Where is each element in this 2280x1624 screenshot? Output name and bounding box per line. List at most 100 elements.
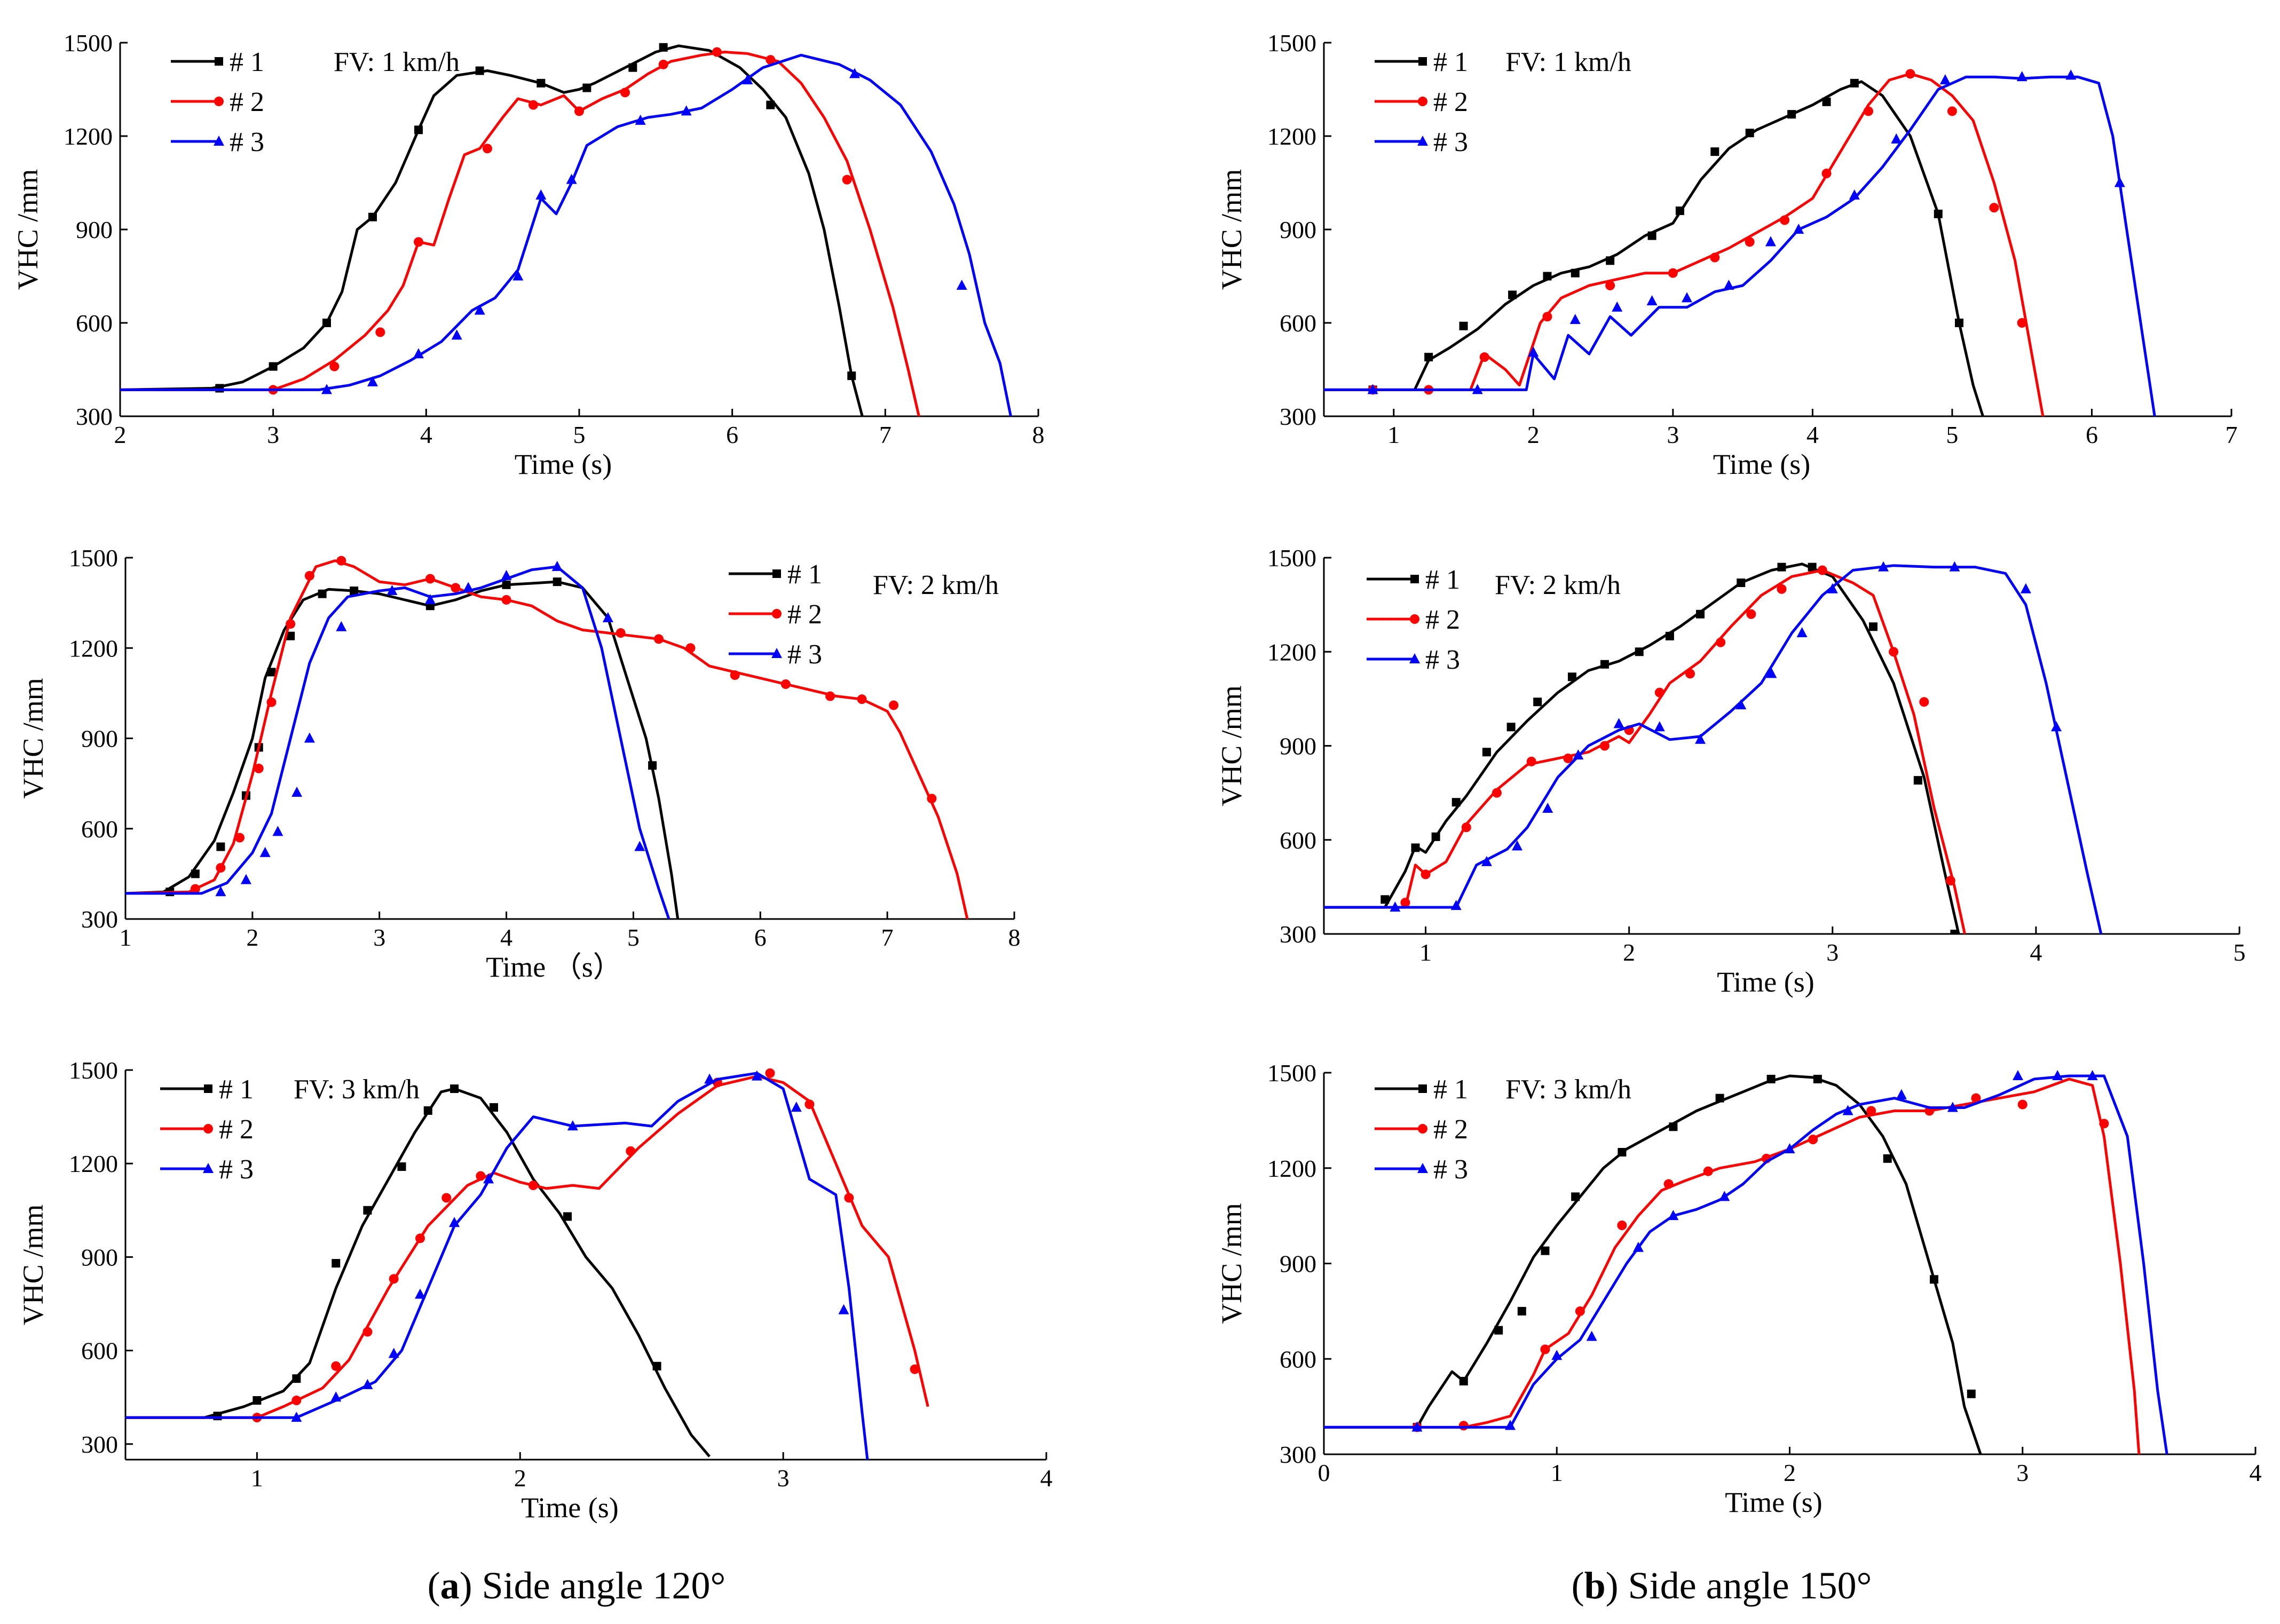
data-point <box>1766 668 1777 678</box>
data-point <box>551 560 563 571</box>
series-line <box>1324 563 1960 934</box>
data-point <box>825 691 835 701</box>
data-point <box>1808 563 1817 572</box>
data-point <box>292 1374 301 1383</box>
y-tick-label: 1500 <box>1267 544 1316 572</box>
data-point <box>235 833 245 843</box>
data-point <box>1632 1241 1644 1252</box>
x-tick-label: 2 <box>1784 1459 1796 1486</box>
data-point <box>501 595 511 605</box>
data-point <box>286 619 296 629</box>
data-point <box>1494 1326 1503 1335</box>
data-point <box>1675 207 1684 215</box>
data-point <box>1864 106 1873 116</box>
series-2 <box>1324 1078 2141 1454</box>
legend-label: # 2 <box>1433 1114 1468 1145</box>
y-tick-label: 600 <box>81 815 118 843</box>
x-tick-label: 4 <box>1806 421 1819 448</box>
speed-annotation: FV: 3 km/h <box>1505 1074 1631 1105</box>
y-tick-label: 900 <box>1280 733 1316 760</box>
data-point <box>567 1120 578 1131</box>
data-point <box>350 587 359 596</box>
data-point <box>730 670 740 680</box>
x-tick-label: 2 <box>1527 421 1540 448</box>
series-3 <box>1324 1070 2168 1454</box>
x-tick-label: 2 <box>246 924 258 951</box>
y-tick-label: 600 <box>81 1337 118 1365</box>
data-point <box>1541 1246 1550 1255</box>
series-3 <box>120 53 1012 416</box>
data-point <box>512 270 524 281</box>
legend-marker <box>203 1163 214 1173</box>
chart-a1: 2 3 4 5 6 7 8 300 600 900 1200 1500 Time (s) VHC /mm #… <box>12 29 1045 480</box>
x-tick-label: 4 <box>420 421 432 448</box>
x-tick-label: 3 <box>1667 421 1679 448</box>
data-point <box>1896 1089 1907 1099</box>
data-point <box>1543 272 1552 281</box>
data-point <box>842 175 852 185</box>
data-point <box>2065 69 2077 80</box>
data-point <box>1458 1421 1469 1431</box>
data-point <box>286 631 295 640</box>
data-point <box>386 585 398 596</box>
data-point <box>1479 352 1489 362</box>
y-tick-label: 1500 <box>69 544 118 572</box>
data-point <box>463 582 474 592</box>
data-point <box>582 83 591 92</box>
data-point <box>2087 1070 2098 1080</box>
data-point <box>388 1348 399 1358</box>
x-tick-label: 1 <box>1551 1459 1563 1486</box>
y-tick-label: 1200 <box>69 635 118 662</box>
x-tick-label: 5 <box>627 924 640 951</box>
x-tick-label: 3 <box>373 924 385 951</box>
data-point <box>389 1274 399 1284</box>
speed-annotation: FV: 3 km/h <box>294 1074 420 1105</box>
data-point <box>375 327 385 337</box>
data-point <box>1765 236 1776 247</box>
data-point <box>397 1162 406 1171</box>
data-point <box>304 732 315 743</box>
series-line <box>1324 1078 2141 1454</box>
x-axis-label: Time (s) <box>1717 966 1814 998</box>
data-point <box>1949 561 1960 572</box>
legend-label: # 1 <box>219 1074 254 1105</box>
x-tick-label: 6 <box>726 421 738 448</box>
legend-label: # 3 <box>230 127 264 157</box>
data-point <box>1787 110 1796 119</box>
data-point <box>1600 660 1609 669</box>
data-point <box>1571 268 1580 278</box>
data-point <box>2017 318 2027 328</box>
legend-marker <box>1417 136 1428 146</box>
data-point <box>1599 741 1610 751</box>
data-point <box>1411 843 1420 852</box>
series-2 <box>125 1068 929 1423</box>
data-point <box>367 376 378 386</box>
legend-marker <box>1418 1084 1427 1093</box>
y-tick-label: 1200 <box>64 123 113 150</box>
x-tick-label: 5 <box>573 421 586 448</box>
data-point <box>681 105 692 116</box>
series-1 <box>1324 1074 1982 1454</box>
data-point <box>2114 177 2125 187</box>
data-point <box>780 679 791 689</box>
data-point <box>1512 840 1523 851</box>
data-point <box>1746 609 1756 619</box>
data-point <box>1526 756 1536 766</box>
data-point <box>330 1391 342 1402</box>
data-point <box>1506 723 1516 732</box>
data-point <box>1508 290 1517 299</box>
data-point <box>1367 384 1378 394</box>
data-point <box>652 1361 661 1371</box>
data-point <box>1883 1154 1892 1163</box>
y-tick-label: 1200 <box>1267 123 1316 150</box>
speed-annotation: FV: 2 km/h <box>873 570 999 600</box>
data-point <box>1517 1306 1526 1316</box>
series-2 <box>125 556 969 919</box>
data-point <box>475 66 484 75</box>
data-point <box>1540 1344 1550 1354</box>
data-point <box>1492 788 1502 798</box>
data-point <box>191 869 200 878</box>
data-point <box>658 59 668 69</box>
legend-label: # 3 <box>787 639 822 670</box>
series-line <box>1324 564 2103 934</box>
